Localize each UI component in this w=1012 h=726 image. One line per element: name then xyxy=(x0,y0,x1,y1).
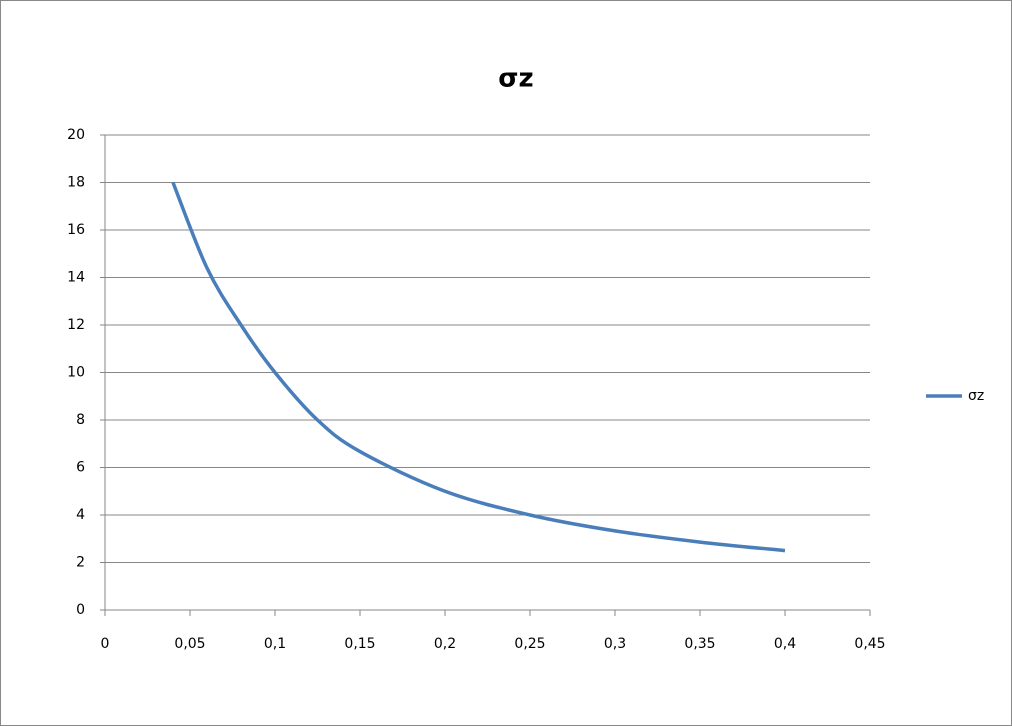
series-line xyxy=(171,181,786,553)
y-tick-label: 0 xyxy=(76,602,85,618)
y-tick-label: 18 xyxy=(67,175,85,191)
legend-label: σz xyxy=(968,388,984,404)
y-tick-label: 2 xyxy=(76,555,85,571)
x-tick-label: 0,2 xyxy=(434,636,456,652)
y-tick-label: 10 xyxy=(67,365,85,381)
x-tick-label: 0,1 xyxy=(264,636,286,652)
x-tick-label: 0 xyxy=(101,636,110,652)
y-tick-label: 20 xyxy=(67,127,85,143)
y-tick-label: 4 xyxy=(76,507,85,523)
x-tick-label: 0,3 xyxy=(604,636,626,652)
chart-title: σz xyxy=(498,64,533,94)
y-tick-label: 6 xyxy=(76,460,85,476)
y-tick-label: 8 xyxy=(76,412,85,428)
y-tick-label: 14 xyxy=(67,270,85,286)
x-tick-label: 0,35 xyxy=(684,636,715,652)
y-tick-label: 16 xyxy=(67,222,85,238)
x-tick-label: 0,4 xyxy=(774,636,796,652)
x-tick-label: 0,15 xyxy=(344,636,375,652)
y-tick-label: 12 xyxy=(67,317,85,333)
x-tick-label: 0,45 xyxy=(854,636,885,652)
x-tick-label: 0,05 xyxy=(174,636,205,652)
x-tick-label: 0,25 xyxy=(514,636,545,652)
